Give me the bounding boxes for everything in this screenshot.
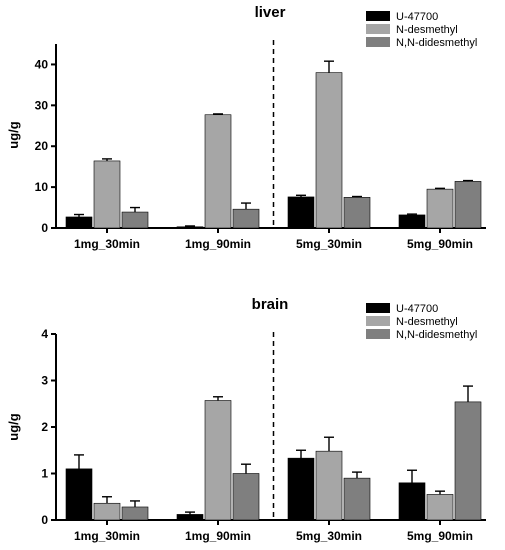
legend-label: N-desmethyl (396, 24, 458, 36)
legend-swatch (366, 37, 390, 47)
bar-u-47700-1mg_90min (176, 226, 204, 229)
legend-swatch (366, 303, 390, 313)
y-tick-label: 3 (41, 374, 48, 388)
bar-n-desmethyl-5mg_30min (315, 72, 343, 229)
legend-swatch (366, 316, 390, 326)
y-tick-label: 1 (41, 467, 48, 481)
bar-n-n-didesmethyl-1mg_90min (232, 473, 260, 521)
bar-n-n-didesmethyl-5mg_30min (343, 197, 371, 229)
brain-chart-panel: brain ug/g 0 1 2 3 4 1mg_30min 1mg_90min 5mg_30… (6, 296, 486, 543)
x-tick-label: 5mg_90min (407, 529, 473, 543)
bar-n-desmethyl-5mg_90min (426, 188, 454, 229)
legend-swatch (366, 329, 390, 339)
bar-n-n-didesmethyl-5mg_90min (454, 401, 482, 521)
x-tick-label: 5mg_30min (296, 237, 362, 251)
bar-u-47700-5mg_30min (287, 457, 315, 521)
y-tick-label: 10 (35, 180, 49, 194)
bar-u-47700-5mg_90min (398, 214, 426, 229)
y-tick-label: 4 (41, 327, 48, 341)
chart-title: liver (255, 4, 286, 21)
x-tick-label: 5mg_30min (296, 529, 362, 543)
y-tick-label: 40 (35, 57, 49, 71)
x-tick-label: 1mg_30min (74, 529, 140, 543)
bar-n-n-didesmethyl-1mg_30min (121, 211, 149, 229)
bar-n-n-didesmethyl-1mg_90min (232, 208, 260, 229)
bar-n-n-didesmethyl-5mg_30min (343, 477, 371, 521)
bar-n-desmethyl-1mg_90min (204, 400, 232, 521)
x-tick-label: 5mg_90min (407, 237, 473, 251)
legend-label: N,N-didesmethyl (396, 329, 477, 341)
y-tick-label: 30 (35, 98, 49, 112)
y-tick-label: 20 (35, 139, 49, 153)
legend-label: N,N-didesmethyl (396, 37, 477, 49)
bar-u-47700-5mg_30min (287, 196, 315, 229)
bar-n-desmethyl-1mg_30min (93, 160, 121, 229)
bar-u-47700-1mg_30min (65, 216, 93, 229)
x-tick-label: 1mg_90min (185, 529, 251, 543)
legend-label: U-47700 (396, 303, 438, 315)
x-tick-label: 1mg_90min (185, 237, 251, 251)
legend-swatch (366, 24, 390, 34)
bar-u-47700-1mg_90min (176, 514, 204, 521)
bar-n-desmethyl-5mg_30min (315, 450, 343, 521)
chart-title: brain (252, 296, 289, 313)
bar-n-n-didesmethyl-1mg_30min (121, 506, 149, 521)
bar-u-47700-1mg_30min (65, 468, 93, 521)
bar-n-n-didesmethyl-5mg_90min (454, 181, 482, 229)
bar-u-47700-5mg_90min (398, 482, 426, 521)
liver-chart-panel: liver ug/g 0 10 20 30 40 1mg_30min 1mg_90min 5m… (6, 4, 486, 251)
y-axis-label: ug/g (6, 121, 21, 148)
bar-n-desmethyl-5mg_90min (426, 494, 454, 521)
y-tick-label: 0 (41, 221, 48, 235)
bar-n-desmethyl-1mg_30min (93, 502, 121, 521)
x-tick-label: 1mg_30min (74, 237, 140, 251)
legend-label: N-desmethyl (396, 316, 458, 328)
legend-swatch (366, 11, 390, 21)
y-tick-label: 2 (41, 420, 48, 434)
bar-n-desmethyl-1mg_90min (204, 114, 232, 229)
y-axis-label: ug/g (6, 413, 21, 440)
y-tick-label: 0 (41, 513, 48, 527)
legend-label: U-47700 (396, 11, 438, 23)
